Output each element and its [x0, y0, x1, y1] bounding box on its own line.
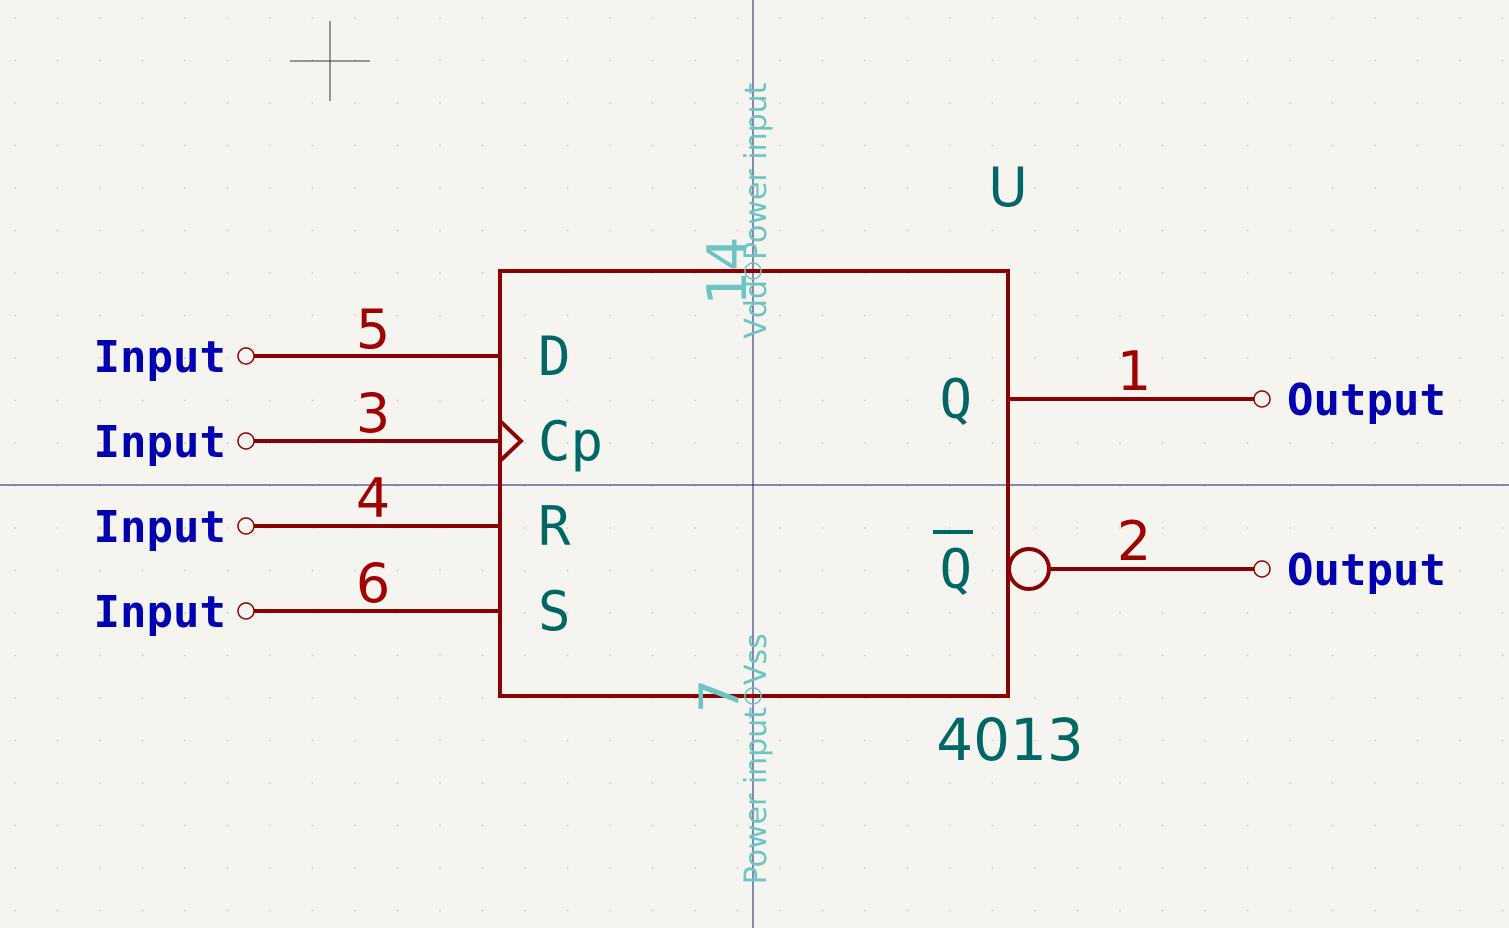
- pin-vss[interactable]: 7 Vss Power input: [688, 633, 774, 884]
- pin-name: Vss: [739, 633, 774, 685]
- pin-electrical-type: Power input: [739, 82, 774, 260]
- pin-electrical-type: Power input: [739, 707, 774, 885]
- pin-name: R: [538, 495, 571, 558]
- pin-electrical-type: Input: [94, 587, 226, 638]
- pin-s[interactable]: 6 S Input: [94, 552, 571, 643]
- pin-q[interactable]: 1 Q Output: [939, 340, 1445, 431]
- pin-electrical-type: Input: [94, 417, 226, 468]
- pin-electrical-type: Input: [94, 332, 226, 383]
- pin-number: 5: [356, 298, 390, 361]
- pin-number: 4: [356, 467, 390, 530]
- pin-electrical-type: Output: [1287, 545, 1446, 596]
- pin-name: Q: [939, 538, 972, 601]
- pin-name: D: [538, 325, 571, 388]
- pin-number: 2: [1117, 510, 1151, 573]
- pin-number: 6: [356, 552, 390, 615]
- crosshair-cursor-icon: [290, 21, 370, 101]
- pin-vdd[interactable]: 14 Vdd Power input: [696, 82, 774, 338]
- pin-name: Vdd: [739, 280, 774, 339]
- pin-number: 3: [356, 382, 390, 445]
- pin-name: Cp: [538, 410, 603, 473]
- pin-d[interactable]: 5 D Input: [94, 298, 571, 388]
- component-value[interactable]: 4013: [936, 706, 1084, 774]
- clock-triangle-icon: [498, 419, 524, 463]
- background-grid: [14, 17, 1504, 912]
- symbol-body[interactable]: [498, 269, 1010, 698]
- pin-electrical-type: Output: [1287, 375, 1446, 426]
- pin-name: Q: [939, 368, 972, 431]
- pin-number: 1: [1117, 340, 1151, 403]
- pin-q-bar[interactable]: 2 Q Output: [933, 510, 1446, 601]
- pin-cp[interactable]: 3 Cp Input: [94, 382, 603, 473]
- pin-r[interactable]: 4 R Input: [94, 467, 571, 558]
- inversion-bubble-icon: [1007, 547, 1051, 591]
- pin-electrical-type: Input: [94, 502, 226, 553]
- pin-number: 7: [688, 679, 751, 713]
- reference-designator[interactable]: U: [988, 156, 1028, 219]
- pin-name: S: [538, 580, 571, 643]
- pin-number: 14: [696, 237, 759, 306]
